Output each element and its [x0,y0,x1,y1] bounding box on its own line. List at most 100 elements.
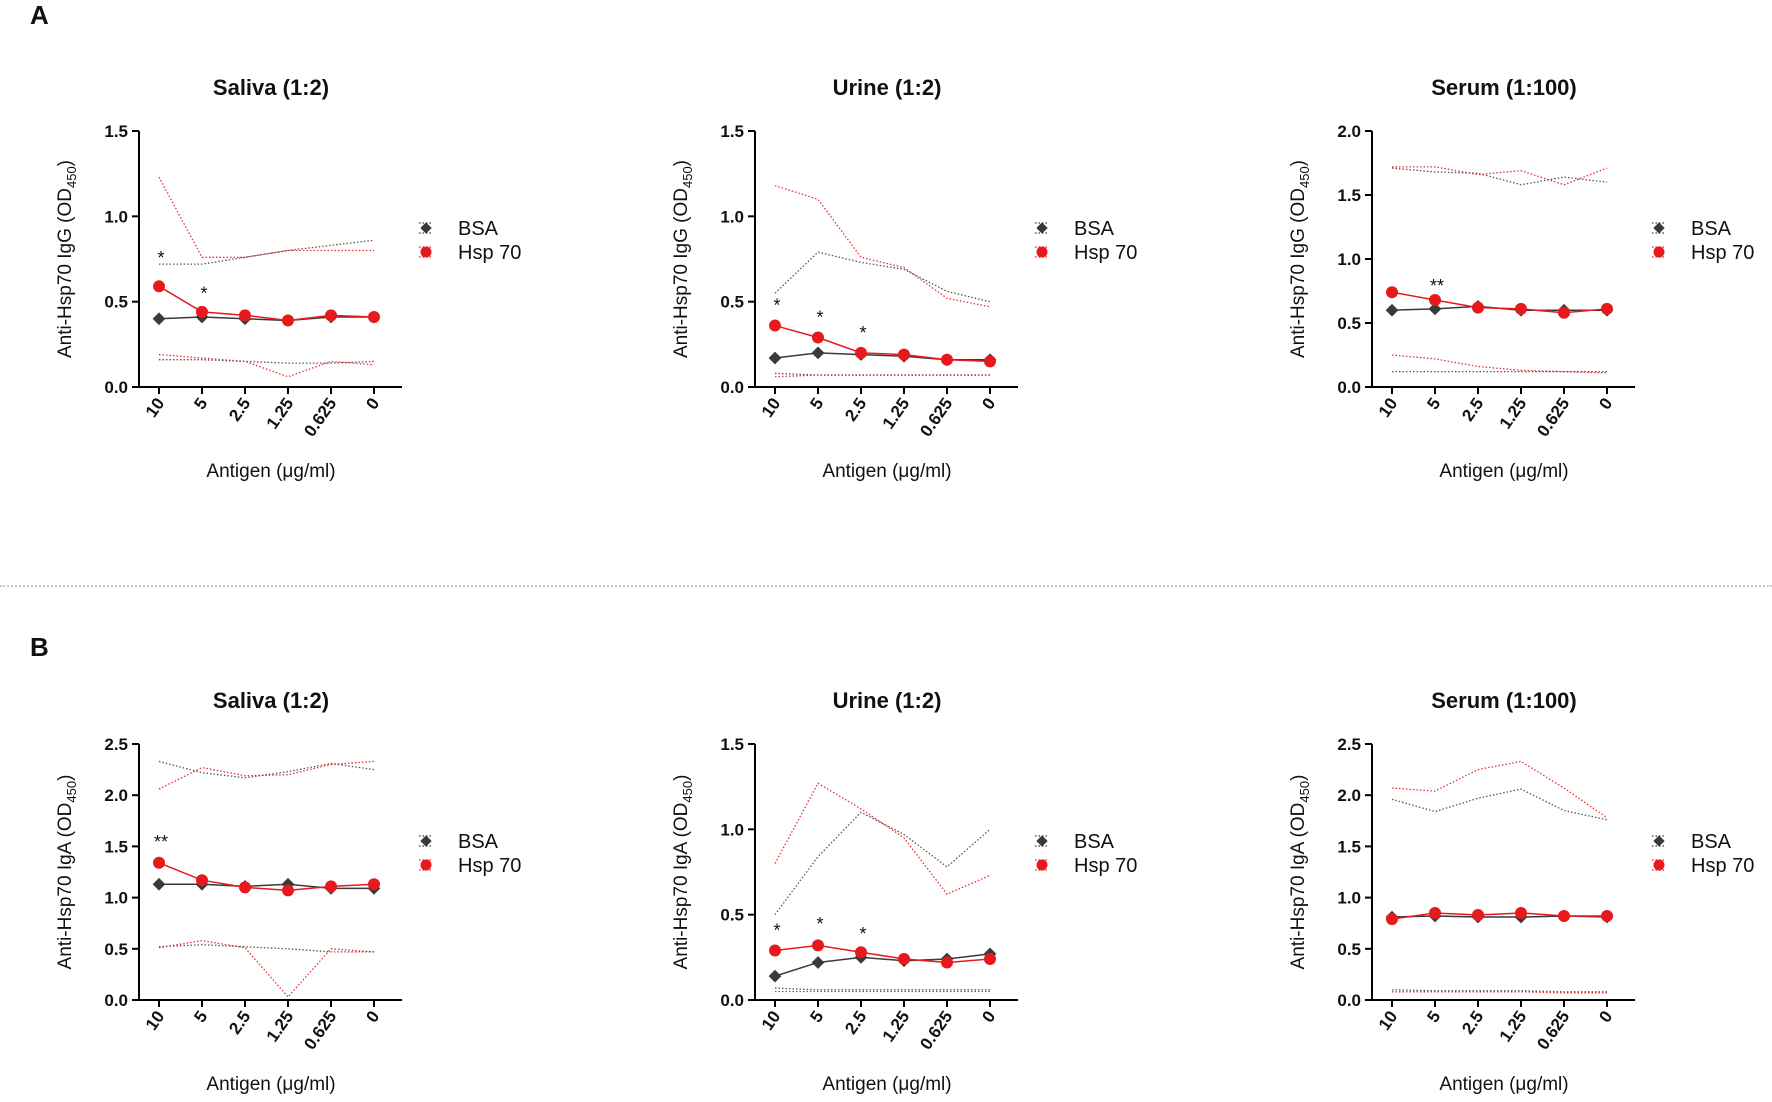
panel-divider [0,585,1772,587]
significance-marker: * [200,284,207,304]
y-axis-label: Anti-Hsp70 IgG (OD450) [55,160,79,358]
chart-title: Urine (1:2) [833,688,942,713]
x-tick-label: 10 [142,1007,168,1033]
legend-hsp70-marker [420,246,432,258]
significance-marker: * [816,308,823,328]
y-axis-label: Anti-Hsp70 IgA (OD450) [1288,775,1312,970]
bsa-point [811,956,825,969]
hsp70-point [1429,906,1441,919]
x-axis-label: Antigen (μg/ml) [206,461,335,482]
chart-5: Urine (1:2) 0.0 0.5 1.0 1.5 10 5 2.5 1.25 0.625 0 A… [671,688,1137,1095]
significance-marker: * [859,323,866,343]
x-tick-label: 5 [806,1007,827,1026]
series-bsa-lower-range [774,987,990,991]
legend-label: Hsp 70 [1074,855,1137,877]
legend-label: BSA [1074,831,1115,853]
hsp70-point [239,309,251,322]
chart-4: Saliva (1:2) 0.0 0.5 1.0 1.5 2.0 2.5 10 5 2.5 1.25… [55,688,521,1095]
y-tick-label: 0.5 [1337,314,1361,333]
y-tick-label: 1.5 [1337,186,1361,205]
series-bsa-upper-range [1391,788,1608,821]
hsp70-point [812,331,824,344]
chart-6: Serum (1:100) 0.0 0.5 1.0 1.5 2.0 2.5 10 5 2.5 1.2… [1288,688,1754,1095]
x-tick-label: 2.5 [225,1007,254,1037]
x-tick-label: 2.5 [225,394,254,424]
x-tick-label: 0.625 [300,394,340,440]
y-tick-label: 0.0 [104,991,128,1010]
x-tick-label: 1.25 [1496,1007,1531,1045]
series-bsa-line [158,316,374,322]
bsa-point [1385,303,1399,317]
significance-marker: * [859,924,866,944]
hsp70-point [1515,302,1527,315]
y-tick-label: 1.0 [104,889,128,908]
bsa-point [152,877,166,891]
series-bsa-line [159,883,374,890]
legend-bsa-marker [1036,835,1048,847]
series-bsa-upper-range [1391,167,1608,186]
x-tick-label: 2.5 [1458,1007,1487,1037]
series-hsp70-upper-range [158,176,374,258]
series-hsp70-line [158,862,375,892]
chart-2: Urine (1:2) 0.0 0.5 1.0 1.5 10 5 2.5 1.25 0.625 0 A… [671,75,1137,482]
legend-label: Hsp 70 [458,855,521,877]
x-tick-label: 10 [758,394,784,420]
bsa-point [811,346,825,360]
x-tick-label: 1.25 [879,1007,914,1045]
bsa-point [768,969,782,983]
y-tick-label: 0.5 [720,906,744,925]
y-tick-label: 1.0 [1337,250,1361,269]
x-tick-label: 0 [978,394,999,413]
legend-label: BSA [1074,218,1115,240]
x-tick-label: 0.625 [916,1007,956,1053]
series-hsp70-line [774,324,991,363]
series-bsa-upper-range [774,251,991,303]
hsp70-point [368,311,380,324]
bsa-point [768,351,782,365]
x-tick-label: 0.625 [300,1007,340,1053]
panel-label-b: B [30,632,49,662]
y-tick-label: 0.0 [1337,378,1361,397]
x-axis-label: Antigen (μg/ml) [206,1074,335,1095]
x-tick-label: 0 [1595,1007,1616,1026]
x-tick-label: 0 [1595,394,1616,413]
series-hsp70-lower-range [1391,354,1608,374]
legend-hsp70-marker [1653,246,1665,258]
hsp70-point [1558,910,1570,923]
hsp70-point [941,956,953,969]
hsp70-point [368,878,380,891]
y-tick-label: 1.5 [104,837,128,856]
y-tick-label: 0.0 [104,378,128,397]
y-tick-label: 1.5 [720,735,744,754]
y-tick-label: 0.5 [104,940,128,959]
y-tick-label: 2.0 [1337,122,1361,141]
chart-title: Serum (1:100) [1431,688,1577,713]
y-axis-label: Anti-Hsp70 IgA (OD450) [55,775,79,970]
x-tick-label: 0.625 [916,394,956,440]
hsp70-point [1558,306,1570,319]
significance-marker: * [816,914,823,934]
series-bsa-lower-range [159,359,375,364]
series-hsp70-upper-range [158,760,375,790]
hsp70-point [898,953,910,966]
series-bsa-line [774,953,991,977]
hsp70-point [855,946,867,959]
series-bsa-upper-range [159,239,375,265]
y-tick-label: 0.0 [720,991,744,1010]
hsp70-point [812,939,824,952]
series-hsp70-upper-range [1392,166,1608,186]
hsp70-point [325,880,337,893]
significance-marker: ** [1430,276,1444,296]
x-tick-label: 10 [758,1007,784,1033]
y-tick-label: 2.0 [104,786,128,805]
x-tick-label: 0 [978,1007,999,1026]
hsp70-point [196,874,208,887]
legend-label: BSA [1691,218,1732,240]
y-tick-label: 0.5 [720,293,744,312]
legend-hsp70-marker [1036,246,1048,258]
x-tick-label: 2.5 [841,394,870,424]
significance-marker: * [773,921,780,941]
x-tick-label: 10 [1375,1007,1401,1033]
legend-hsp70-marker [1036,859,1048,871]
y-axis-label: Anti-Hsp70 IgA (OD450) [671,775,695,970]
